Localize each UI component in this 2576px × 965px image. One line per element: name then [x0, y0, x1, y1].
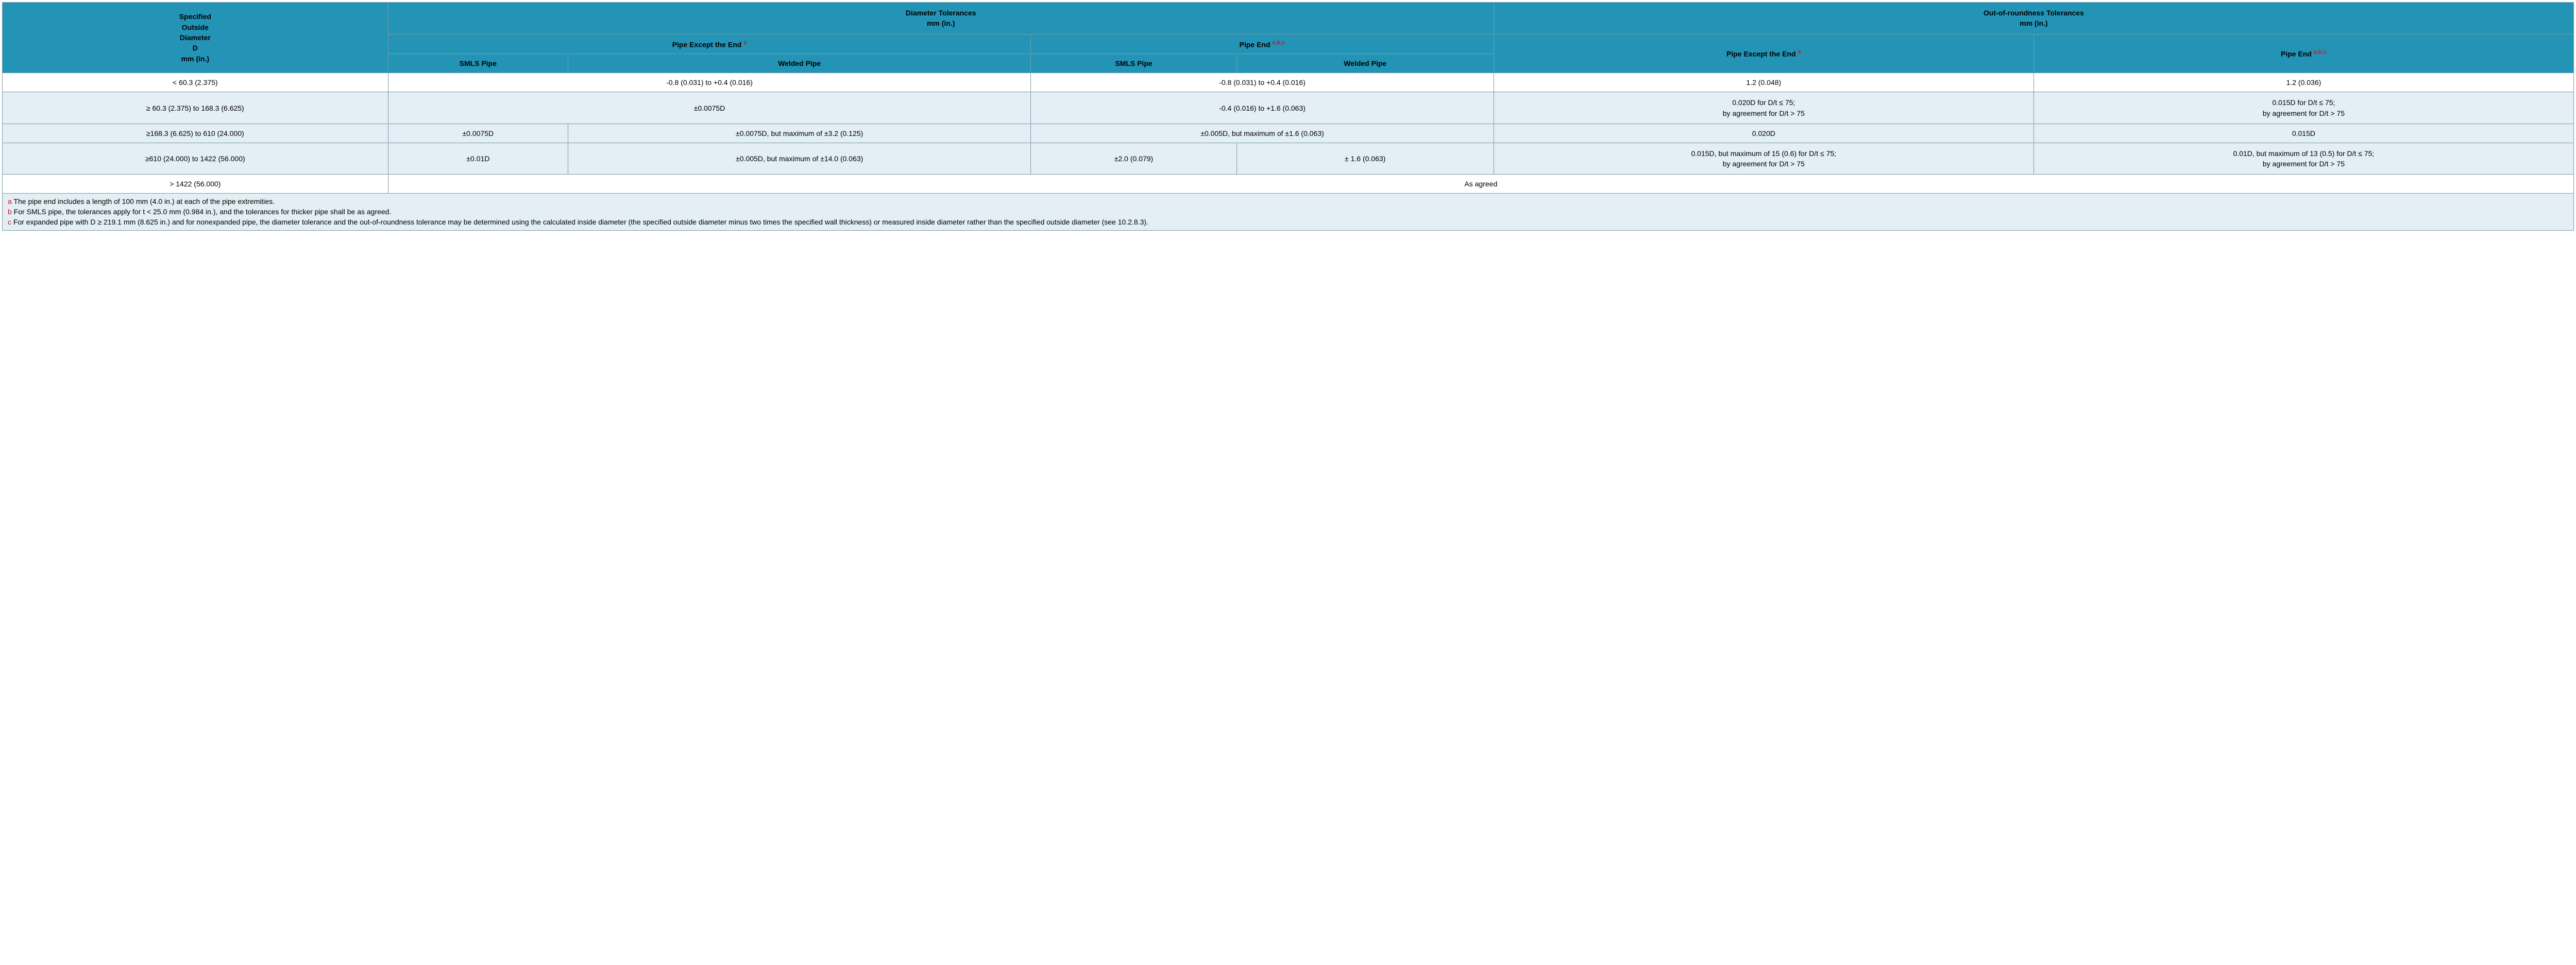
cell-diam-end-smls: ±2.0 (0.079): [1031, 143, 1236, 175]
cell-diam-end-welded: ± 1.6 (0.063): [1236, 143, 1494, 175]
footnote-a-text: The pipe end includes a length of 100 mm…: [12, 197, 275, 205]
table-row: ≥168.3 (6.625) to 610 (24.000) ±0.0075D …: [3, 124, 2574, 143]
footnote-c-text: For expanded pipe with D ≥ 219.1 mm (8.6…: [11, 218, 1148, 226]
cell-oor-end: 1.2 (0.036): [2033, 73, 2573, 92]
tolerances-table: SpecifiedOutsideDiameterDmm (in.) Diamet…: [2, 2, 2574, 194]
cell-d: ≥168.3 (6.625) to 610 (24.000): [3, 124, 388, 143]
cell-oor-except: 0.015D, but maximum of 15 (0.6) for D/t …: [1494, 143, 2033, 175]
col-diam-pipe-end-label: Pipe End: [1240, 40, 1273, 48]
footnote-a-letter: a: [8, 197, 12, 205]
cell-diam-except: -0.8 (0.031) to +0.4 (0.016): [388, 73, 1031, 92]
cell-diam-end: -0.4 (0.016) to +1.6 (0.063): [1031, 92, 1494, 124]
cell-diam-end: ±0.005D, but maximum of ±1.6 (0.063): [1031, 124, 1494, 143]
cell-oor-except: 1.2 (0.048): [1494, 73, 2033, 92]
table-row: > 1422 (56.000) As agreed: [3, 175, 2574, 194]
col-oor-pipe-end-label: Pipe End: [2281, 50, 2314, 58]
table-row: ≥610 (24.000) to 1422 (56.000) ±0.01D ±0…: [3, 143, 2574, 175]
cell-oor-end: 0.01D, but maximum of 13 (0.5) for D/t ≤…: [2033, 143, 2573, 175]
sup-abc: a,b,c: [1272, 40, 1285, 46]
table-row: ≥ 60.3 (2.375) to 168.3 (6.625) ±0.0075D…: [3, 92, 2574, 124]
footnote-b: b For SMLS pipe, the tolerances apply fo…: [8, 207, 2568, 217]
col-diam-except-end-label: Pipe Except the End: [672, 40, 743, 48]
col-diam-end-welded: Welded Pipe: [1236, 54, 1494, 73]
cell-oor-end: 0.015D: [2033, 124, 2573, 143]
cell-diam-except-smls: ±0.01D: [388, 143, 568, 175]
cell-d: > 1422 (56.000): [3, 175, 388, 194]
col-diam-pipe-end: Pipe End a,b,c: [1031, 34, 1494, 54]
sup-a: a: [743, 40, 747, 46]
col-diam-except-welded: Welded Pipe: [568, 54, 1031, 73]
cell-oor-end: 0.015D for D/t ≤ 75;by agreement for D/t…: [2033, 92, 2573, 124]
sup-a-2: a: [1798, 49, 1801, 55]
cell-oor-except: 0.020D: [1494, 124, 2033, 143]
cell-diam-except-welded: ±0.005D, but maximum of ±14.0 (0.063): [568, 143, 1031, 175]
col-diam-tol: Diameter Tolerancesmm (in.): [388, 3, 1494, 35]
col-diam-except-end: Pipe Except the End a: [388, 34, 1031, 54]
cell-diam-except-welded: ±0.0075D, but maximum of ±3.2 (0.125): [568, 124, 1031, 143]
cell-d: ≥610 (24.000) to 1422 (56.000): [3, 143, 388, 175]
cell-d: < 60.3 (2.375): [3, 73, 388, 92]
cell-diam-except: ±0.0075D: [388, 92, 1031, 124]
col-oor-pipe-end: Pipe End a,b,c: [2033, 34, 2573, 73]
cell-d: ≥ 60.3 (2.375) to 168.3 (6.625): [3, 92, 388, 124]
footnote-a: a The pipe end includes a length of 100 …: [8, 197, 2568, 207]
col-oor-tol: Out-of-roundness Tolerancesmm (in.): [1494, 3, 2573, 35]
col-spec-od: SpecifiedOutsideDiameterDmm (in.): [3, 3, 388, 73]
col-diam-except-smls: SMLS Pipe: [388, 54, 568, 73]
sup-abc-2: a,b,c: [2314, 49, 2327, 55]
footnotes: a The pipe end includes a length of 100 …: [2, 194, 2574, 231]
footnote-c: c For expanded pipe with D ≥ 219.1 mm (8…: [8, 217, 2568, 228]
cell-diam-except-smls: ±0.0075D: [388, 124, 568, 143]
cell-oor-except: 0.020D for D/t ≤ 75;by agreement for D/t…: [1494, 92, 2033, 124]
table-row: < 60.3 (2.375) -0.8 (0.031) to +0.4 (0.0…: [3, 73, 2574, 92]
col-diam-end-smls: SMLS Pipe: [1031, 54, 1236, 73]
footnote-c-letter: c: [8, 218, 11, 226]
cell-diam-end: -0.8 (0.031) to +0.4 (0.016): [1031, 73, 1494, 92]
footnote-b-letter: b: [8, 208, 12, 216]
table-body: < 60.3 (2.375) -0.8 (0.031) to +0.4 (0.0…: [3, 73, 2574, 194]
table-header: SpecifiedOutsideDiameterDmm (in.) Diamet…: [3, 3, 2574, 73]
cell-as-agreed: As agreed: [388, 175, 2573, 194]
footnote-b-text: For SMLS pipe, the tolerances apply for …: [12, 208, 392, 216]
col-oor-except-end: Pipe Except the End a: [1494, 34, 2033, 73]
col-oor-except-end-label: Pipe Except the End: [1726, 50, 1798, 58]
